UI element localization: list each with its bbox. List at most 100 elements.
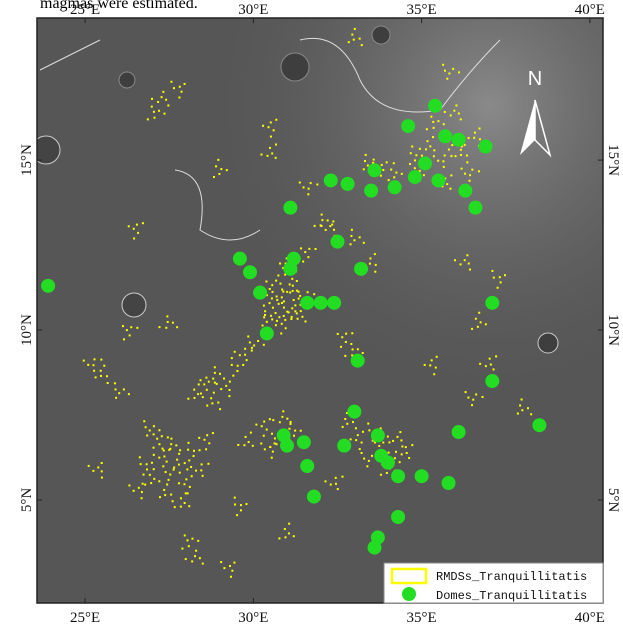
rmds-point — [200, 379, 202, 381]
dome-point — [324, 173, 338, 187]
rmds-point — [167, 321, 169, 323]
rmds-point — [464, 173, 466, 175]
rmds-point — [128, 225, 130, 227]
dome-point — [330, 235, 344, 249]
rmds-point — [266, 321, 268, 323]
rmds-point — [424, 364, 426, 366]
rmds-point — [252, 445, 254, 447]
rmds-point — [321, 219, 323, 221]
rmds-point — [143, 420, 145, 422]
rmds-point — [272, 307, 274, 309]
rmds-point — [345, 333, 347, 335]
rmds-point — [394, 457, 396, 459]
rmds-point — [283, 307, 285, 309]
rmds-point — [263, 316, 265, 318]
rmds-point — [263, 305, 265, 307]
rmds-point — [271, 318, 273, 320]
dome-point — [327, 296, 341, 310]
rmds-point — [450, 174, 452, 176]
dome-point — [368, 541, 382, 555]
dome-point — [260, 326, 274, 340]
y-tick-label: 10°N — [605, 314, 621, 346]
x-tick-label: 40°E — [575, 2, 605, 18]
rmds-point — [469, 180, 471, 182]
rmds-point — [281, 289, 283, 291]
rmds-point — [170, 443, 172, 445]
rmds-point — [153, 478, 155, 480]
x-tick-label: 30°E — [238, 2, 268, 18]
rmds-point — [303, 186, 305, 188]
rmds-point — [327, 219, 329, 221]
rmds-point — [355, 427, 357, 429]
rmds-point — [270, 121, 272, 123]
rmds-point — [299, 182, 301, 184]
rmds-point — [444, 155, 446, 157]
rmds-point — [153, 433, 155, 435]
rmds-point — [269, 288, 271, 290]
rmds-point — [433, 373, 435, 375]
rmds-point — [185, 478, 187, 480]
rmds-point — [158, 457, 160, 459]
rmds-point — [193, 389, 195, 391]
rmds-point — [273, 129, 275, 131]
rmds-point — [101, 477, 103, 479]
rmds-point — [146, 463, 148, 465]
rmds-point — [479, 138, 481, 140]
rmds-point — [477, 326, 479, 328]
rmds-point — [460, 154, 462, 156]
rmds-point — [175, 444, 177, 446]
rmds-point — [276, 320, 278, 322]
rmds-point — [393, 162, 395, 164]
rmds-point — [191, 538, 193, 540]
rmds-point — [168, 449, 170, 451]
rmds-point — [316, 183, 318, 185]
rmds-point — [485, 323, 487, 325]
rmds-point — [214, 366, 216, 368]
rmds-point — [401, 453, 403, 455]
basemap — [32, 18, 603, 603]
rmds-point — [471, 328, 473, 330]
rmds-point — [442, 64, 444, 66]
rmds-point — [355, 439, 357, 441]
rmds-point — [348, 41, 350, 43]
rmds-point — [187, 442, 189, 444]
rmds-point — [276, 299, 278, 301]
rmds-point — [181, 91, 183, 93]
rmds-point — [429, 364, 431, 366]
rmds-point — [214, 372, 216, 374]
rmds-point — [151, 98, 153, 100]
rmds-point — [178, 97, 180, 99]
rmds-point — [415, 154, 417, 156]
rmds-point — [195, 550, 197, 552]
rmds-point — [179, 86, 181, 88]
rmds-point — [167, 436, 169, 438]
north-label: N — [528, 68, 542, 90]
rmds-point — [460, 149, 462, 151]
rmds-point — [444, 70, 446, 72]
rmds-point — [275, 280, 277, 282]
rmds-point — [298, 298, 300, 300]
rmds-point — [271, 297, 273, 299]
rmds-point — [147, 118, 149, 120]
rmds-point — [242, 364, 244, 366]
rmds-point — [253, 344, 255, 346]
rmds-point — [375, 264, 377, 266]
rmds-point — [101, 470, 103, 472]
rmds-point — [263, 435, 265, 437]
dome-point — [283, 262, 297, 276]
rmds-point — [381, 164, 383, 166]
dome-point — [243, 265, 257, 279]
rmds-point — [284, 536, 286, 538]
rmds-point — [419, 148, 421, 150]
rmds-point — [212, 432, 214, 434]
rmds-point — [281, 296, 283, 298]
rmds-point — [276, 443, 278, 445]
rmds-point — [340, 346, 342, 348]
rmds-point — [202, 396, 204, 398]
rmds-point — [87, 364, 89, 366]
dome-point — [485, 296, 499, 310]
rmds-point — [442, 160, 444, 162]
rmds-point — [353, 39, 355, 41]
rmds-point — [279, 283, 281, 285]
rmds-point — [466, 254, 468, 256]
